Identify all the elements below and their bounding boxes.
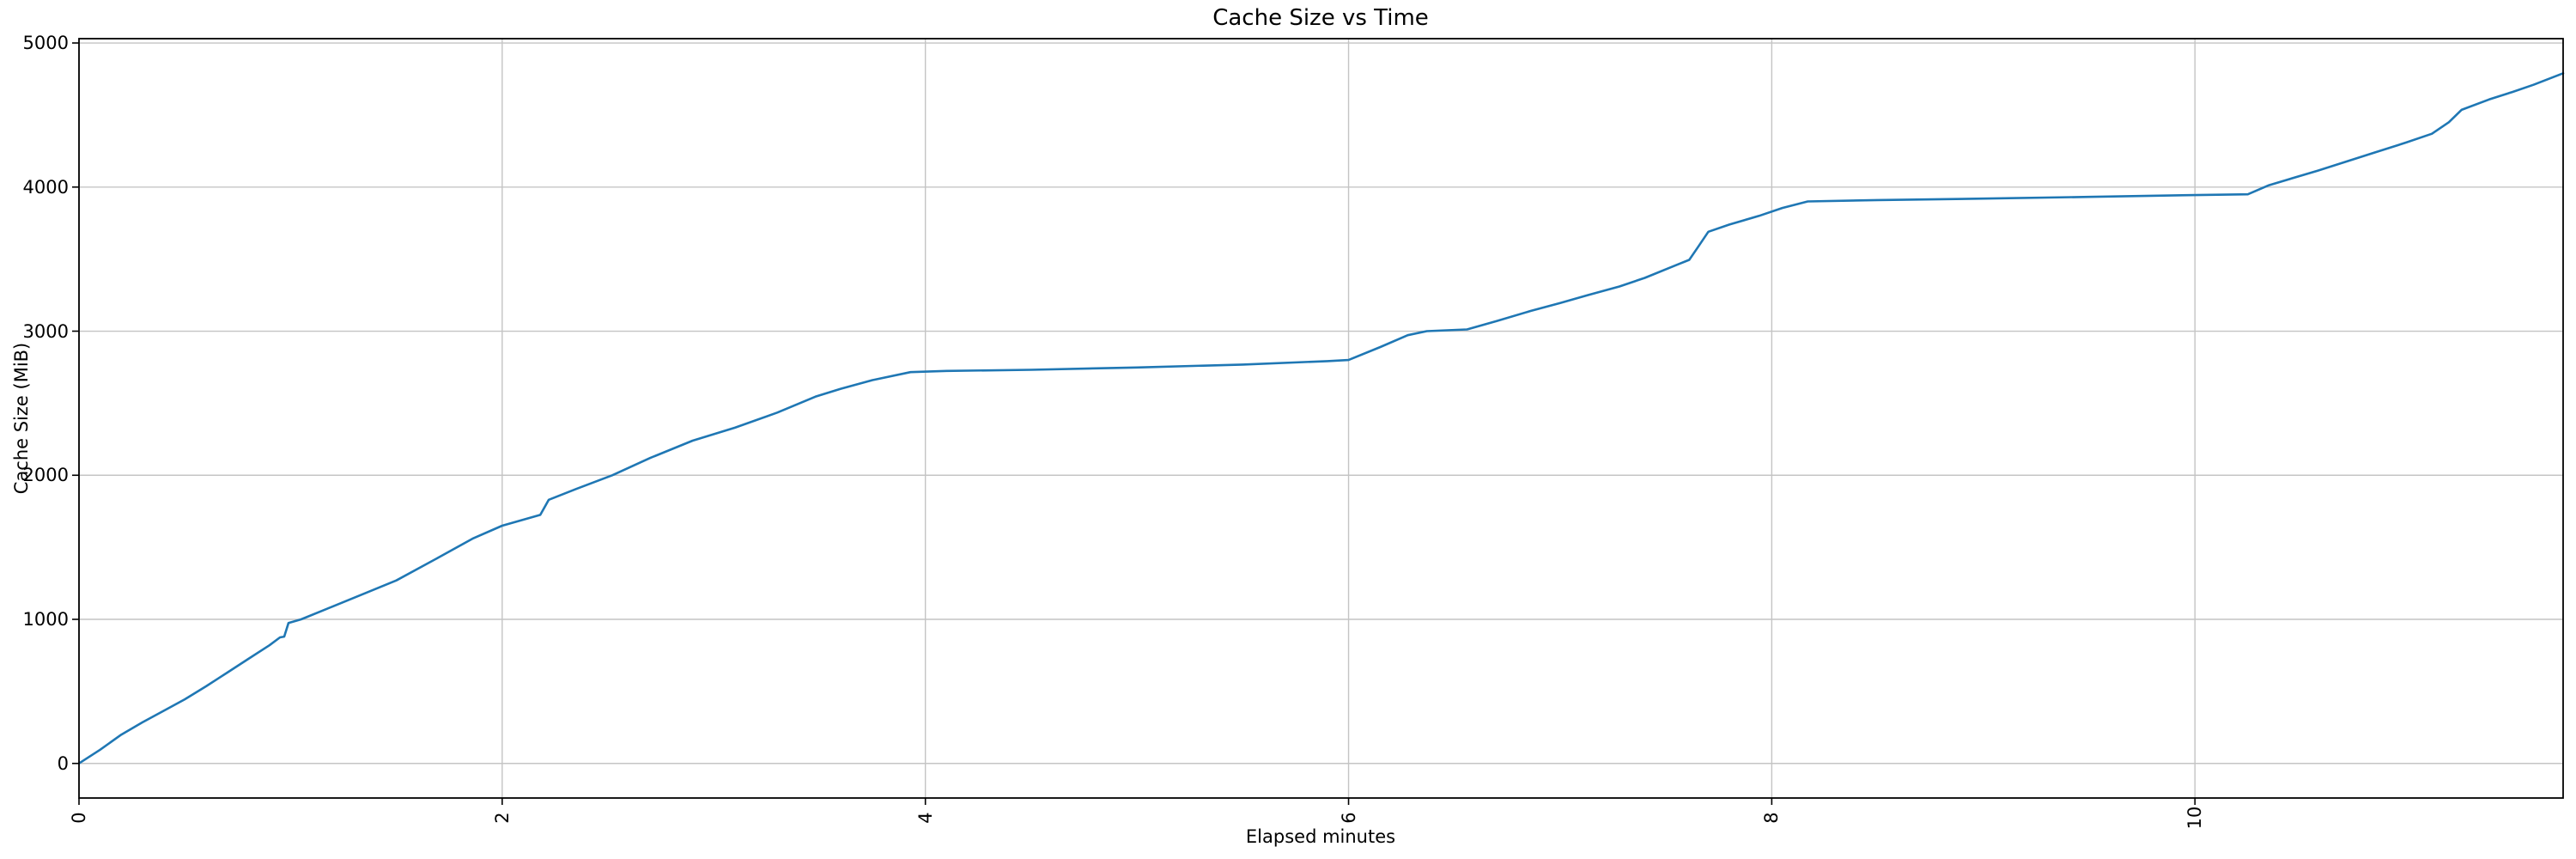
- axes-spines: [78, 38, 2564, 799]
- y-tick-label: 3000: [22, 320, 69, 342]
- chart-title: Cache Size vs Time: [1212, 5, 1429, 31]
- x-tick-label: 6: [1338, 812, 1359, 824]
- x-tick-label: 10: [2184, 806, 2206, 830]
- y-tick-label: 5000: [22, 33, 69, 54]
- y-tick-label: 1000: [22, 609, 69, 630]
- series-line: [77, 72, 2565, 765]
- x-tick-label: 0: [69, 812, 89, 824]
- x-tick-label: 2: [491, 812, 513, 824]
- y-tick-label: 0: [57, 752, 69, 774]
- y-tick-label: 4000: [22, 176, 69, 198]
- x-tick-label: 4: [914, 812, 936, 824]
- x-tick-label: 8: [1761, 812, 1783, 824]
- y-tick-label: 2000: [22, 465, 69, 486]
- x-axis-label: Elapsed minutes: [1245, 826, 1396, 847]
